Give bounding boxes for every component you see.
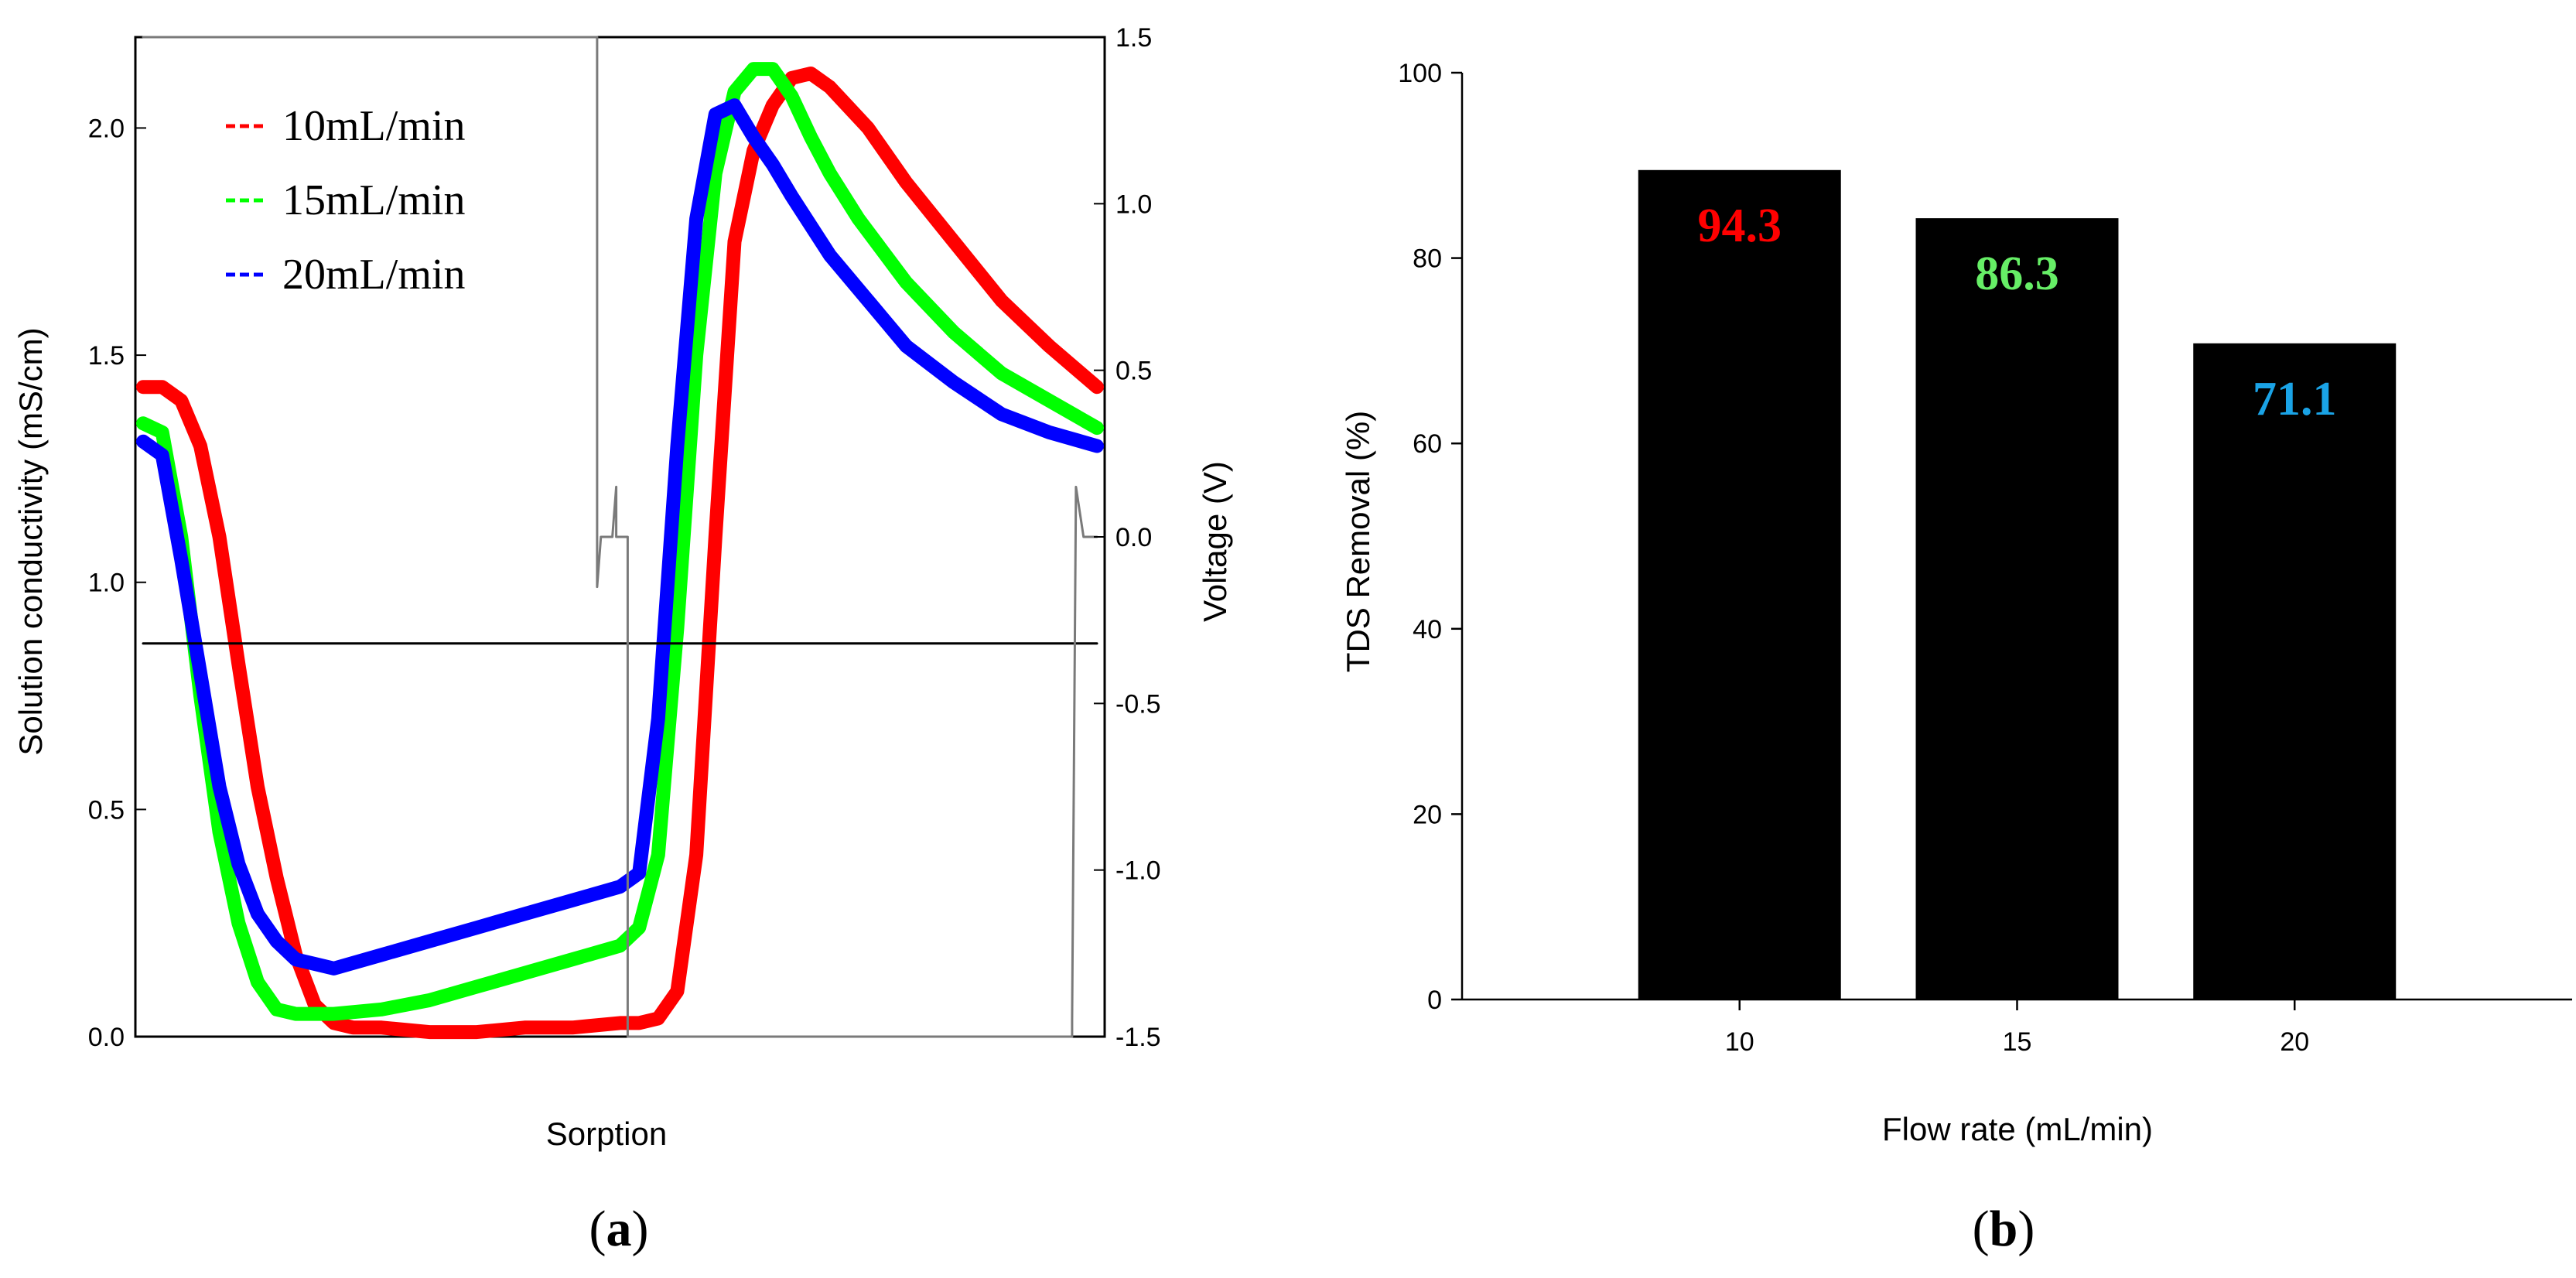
chart-a-y2tick-label: -1.0: [1115, 856, 1161, 886]
chart-b-data-label-10: 94.3: [1698, 200, 1782, 252]
chart-a-ytick-label: 1.5: [88, 341, 125, 371]
chart-b-ytick-label: 40: [1413, 615, 1442, 644]
chart-a-legend-label-10ml-min: 10mL/min: [282, 102, 465, 150]
chart-a-ytick-label: 0.5: [88, 795, 125, 825]
chart-a-series-voltage-step: [142, 36, 1098, 1038]
chart-a-legend: 10mL/min 15mL/min 20mL/min: [226, 102, 465, 299]
chart-a-y2tick-label: 0.5: [1115, 357, 1152, 386]
chart-b-ytick-label: 20: [1413, 800, 1442, 829]
chart-a-series-15ml-min: [136, 62, 1104, 1021]
chart-a-y2tick-label: 1.0: [1115, 190, 1152, 219]
chart-b-ylabel: TDS Removal (%): [1340, 411, 1376, 672]
chart-a-ytick-label: 0.0: [88, 1023, 125, 1052]
chart-b-ytick-label: 80: [1413, 244, 1442, 274]
chart-b: 0 20 40 60 80 100 10 15 20 94.3 86.3 71.1 Flow ra…: [1340, 59, 2572, 1257]
chart-a-series-20ml-min: [136, 98, 1104, 976]
chart-a-series-10ml-min: [136, 67, 1104, 1040]
chart-a: 0.0 0.5 1.0 1.5 2.0 -1.5 -1.0 -0.5 0.0 0.5 1.0 1.5…: [12, 23, 1233, 1257]
chart-b-xtick-label: 20: [2280, 1027, 2309, 1057]
chart-a-xlabel: Sorption: [546, 1116, 667, 1152]
chart-a-y2label: Voltage (V): [1197, 461, 1233, 622]
chart-b-bar-10: [1638, 169, 1841, 1000]
chart-b-bar-20: [2193, 343, 2397, 1000]
chart-a-ytick-label: 2.0: [88, 114, 125, 143]
chart-b-ytick-label: 100: [1398, 59, 1442, 88]
chart-a-ylabel: Solution conductivity (mS/cm): [12, 327, 49, 755]
panel-b-label: (b): [1973, 1201, 2035, 1257]
chart-b-bar-15: [1915, 218, 2119, 1000]
chart-b-xlabel: Flow rate (mL/min): [1882, 1111, 2153, 1147]
chart-a-y2tick-label: 1.5: [1115, 23, 1152, 53]
chart-a-y2tick-label: -1.5: [1115, 1023, 1161, 1052]
chart-b-data-label-20: 71.1: [2253, 373, 2337, 425]
panel-a-label: (a): [589, 1201, 649, 1257]
chart-a-y2tick-label: 0.0: [1115, 523, 1152, 552]
chart-a-legend-label-15ml-min: 15mL/min: [282, 176, 465, 224]
chart-b-data-label-15: 86.3: [1975, 248, 2059, 300]
chart-b-xtick-label: 10: [1725, 1027, 1754, 1057]
chart-b-ytick-label: 60: [1413, 429, 1442, 459]
chart-a-ytick-label: 1.0: [88, 569, 125, 598]
chart-b-xtick-label: 15: [2003, 1027, 2032, 1057]
chart-a-y2tick-label: -0.5: [1115, 689, 1161, 719]
chart-a-legend-label-20ml-min: 20mL/min: [282, 251, 465, 299]
chart-b-ytick-label: 0: [1427, 986, 1442, 1015]
